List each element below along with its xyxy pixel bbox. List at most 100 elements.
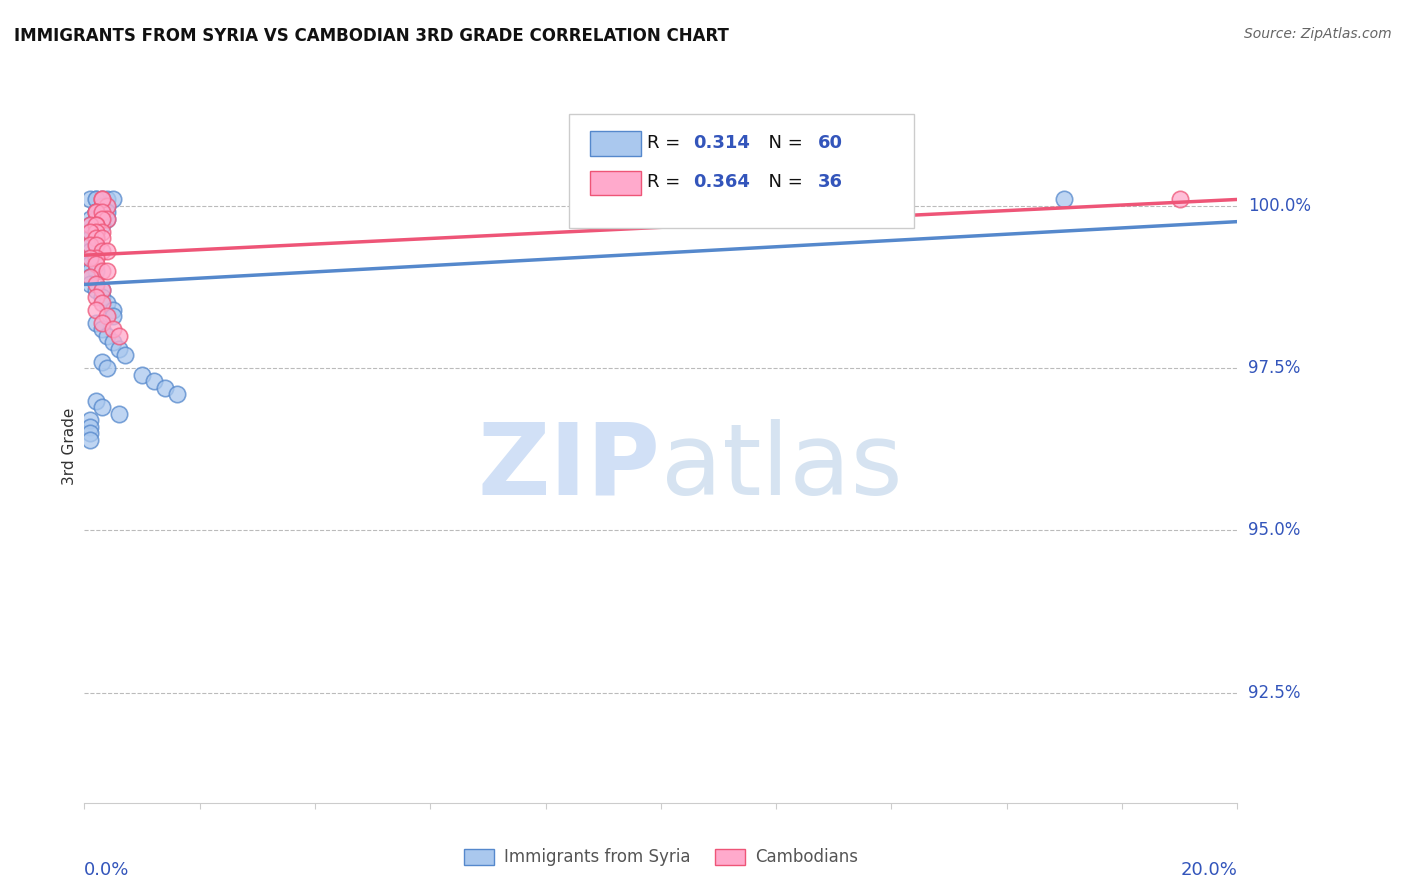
Point bbox=[90, 283, 112, 297]
Point bbox=[90, 290, 112, 304]
Point bbox=[96, 361, 118, 376]
Text: 0.0%: 0.0% bbox=[84, 861, 129, 880]
Point bbox=[84, 205, 107, 219]
Point bbox=[79, 244, 101, 259]
Point bbox=[90, 193, 112, 207]
Point bbox=[84, 205, 107, 219]
Point bbox=[90, 225, 112, 239]
FancyBboxPatch shape bbox=[591, 170, 641, 194]
Point bbox=[84, 283, 107, 297]
Point bbox=[90, 193, 112, 207]
Point bbox=[90, 199, 112, 213]
Point bbox=[79, 257, 101, 271]
Point bbox=[108, 407, 131, 421]
Point bbox=[84, 238, 107, 252]
Point bbox=[84, 205, 107, 219]
Point bbox=[84, 316, 107, 330]
Point bbox=[90, 199, 112, 213]
Point bbox=[90, 193, 112, 207]
Point bbox=[1053, 193, 1076, 207]
Text: 97.5%: 97.5% bbox=[1249, 359, 1301, 377]
Point bbox=[84, 193, 107, 207]
Point bbox=[103, 310, 124, 324]
Point bbox=[103, 322, 124, 336]
Text: R =: R = bbox=[647, 134, 686, 152]
Point bbox=[84, 205, 107, 219]
Point bbox=[84, 264, 107, 278]
Point bbox=[103, 302, 124, 317]
Point bbox=[79, 225, 101, 239]
Point bbox=[79, 251, 101, 265]
Point bbox=[90, 244, 112, 259]
Point bbox=[79, 425, 101, 440]
Point bbox=[96, 244, 118, 259]
Text: 60: 60 bbox=[818, 134, 842, 152]
FancyBboxPatch shape bbox=[568, 114, 914, 228]
Point bbox=[96, 328, 118, 343]
Point bbox=[90, 316, 112, 330]
Point bbox=[96, 193, 118, 207]
Point bbox=[90, 354, 112, 368]
Point bbox=[84, 219, 107, 233]
Point bbox=[96, 310, 118, 324]
Point bbox=[79, 419, 101, 434]
Point bbox=[96, 199, 118, 213]
Point bbox=[84, 277, 107, 291]
Point bbox=[79, 270, 101, 285]
Text: N =: N = bbox=[756, 134, 808, 152]
Text: N =: N = bbox=[756, 173, 808, 191]
Point bbox=[103, 335, 124, 350]
Text: 100.0%: 100.0% bbox=[1249, 197, 1312, 215]
Point bbox=[90, 219, 112, 233]
Point bbox=[84, 302, 107, 317]
Text: 36: 36 bbox=[818, 173, 842, 191]
Point bbox=[79, 238, 101, 252]
Point bbox=[84, 219, 107, 233]
Text: atlas: atlas bbox=[661, 419, 903, 516]
Point bbox=[84, 231, 107, 245]
Point bbox=[79, 211, 101, 226]
Point bbox=[90, 231, 112, 245]
Point bbox=[84, 211, 107, 226]
Point bbox=[79, 277, 101, 291]
Point bbox=[79, 219, 101, 233]
Point bbox=[79, 225, 101, 239]
Text: 0.364: 0.364 bbox=[693, 173, 749, 191]
Y-axis label: 3rd Grade: 3rd Grade bbox=[62, 408, 77, 484]
Text: ZIP: ZIP bbox=[478, 419, 661, 516]
Point bbox=[84, 257, 107, 271]
Point bbox=[90, 205, 112, 219]
Point bbox=[90, 199, 112, 213]
Point bbox=[90, 211, 112, 226]
Point bbox=[84, 251, 107, 265]
Point bbox=[96, 211, 118, 226]
Point bbox=[90, 283, 112, 297]
Point bbox=[142, 374, 165, 388]
Point bbox=[96, 211, 118, 226]
FancyBboxPatch shape bbox=[591, 131, 641, 155]
Text: R =: R = bbox=[647, 173, 686, 191]
Point bbox=[103, 193, 124, 207]
Point bbox=[84, 231, 107, 245]
Point bbox=[79, 413, 101, 427]
Point bbox=[96, 296, 118, 310]
Point bbox=[84, 193, 107, 207]
Point bbox=[79, 225, 101, 239]
Point bbox=[79, 231, 101, 245]
Point bbox=[90, 296, 112, 310]
Point bbox=[84, 205, 107, 219]
Point bbox=[79, 270, 101, 285]
Point bbox=[90, 400, 112, 414]
Point bbox=[153, 381, 176, 395]
Point bbox=[90, 264, 112, 278]
Point bbox=[79, 251, 101, 265]
Point bbox=[1168, 193, 1191, 207]
Point bbox=[131, 368, 153, 382]
Point bbox=[108, 342, 131, 356]
Text: 95.0%: 95.0% bbox=[1249, 521, 1301, 540]
Point bbox=[79, 433, 101, 447]
Point bbox=[84, 393, 107, 408]
Point bbox=[114, 348, 136, 362]
Point bbox=[96, 199, 118, 213]
Point bbox=[79, 193, 101, 207]
